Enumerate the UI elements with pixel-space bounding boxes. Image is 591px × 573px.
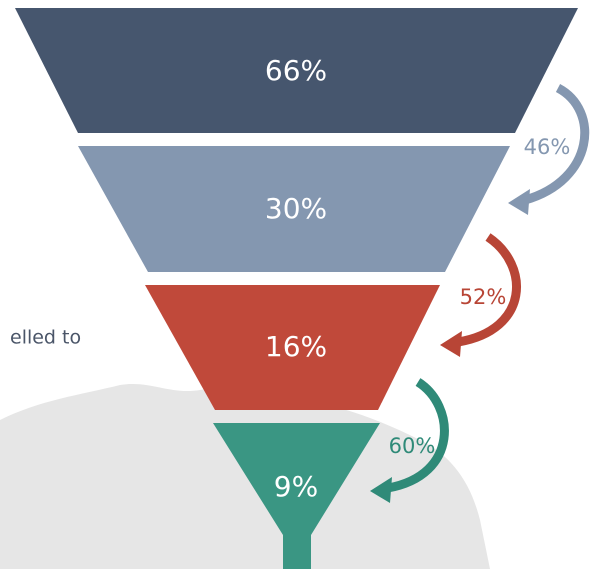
conversion-arrow bbox=[387, 378, 449, 493]
value-label: 16% bbox=[265, 330, 327, 363]
value-label: 66% bbox=[265, 54, 327, 87]
funnel-segment bbox=[213, 423, 380, 569]
arrow-head bbox=[440, 331, 462, 357]
funnel-segment bbox=[145, 285, 440, 410]
value-label: 30% bbox=[265, 192, 327, 225]
conversion-label: 60% bbox=[389, 434, 436, 458]
conversion-label: 52% bbox=[460, 285, 507, 309]
conversion-arrow bbox=[457, 233, 521, 347]
funnel-segment bbox=[15, 8, 578, 133]
arrow-head bbox=[370, 477, 392, 503]
arrow-head bbox=[508, 189, 530, 215]
conversion-label: 46% bbox=[524, 135, 571, 159]
annotation: elled to bbox=[10, 327, 81, 349]
conversion-arrow bbox=[523, 84, 590, 205]
value-label: 9% bbox=[274, 470, 318, 503]
funnel-segment bbox=[78, 146, 510, 272]
